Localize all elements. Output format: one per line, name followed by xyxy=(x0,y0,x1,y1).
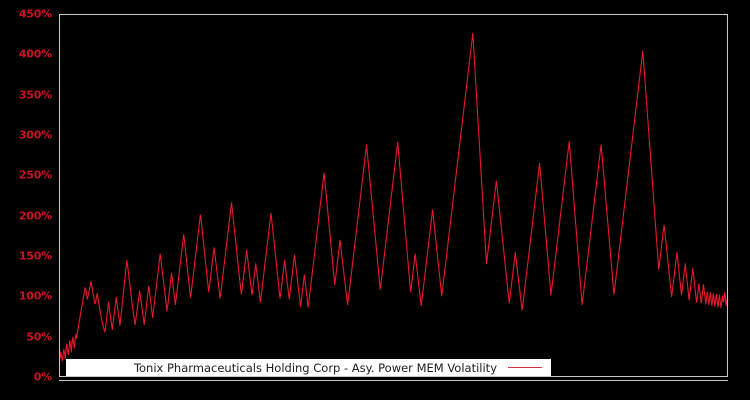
y-axis-tick-label: 0% xyxy=(33,370,52,384)
volatility-series-line xyxy=(60,32,727,362)
y-axis: 450% 400% 350% 300% 250% 200% 150% 100% 50% 0% xyxy=(0,0,59,400)
y-axis-tick-label: 450% xyxy=(18,7,52,21)
volatility-line-chart xyxy=(60,15,727,376)
y-axis-tick-label: 250% xyxy=(18,168,52,182)
y-axis-tick-label: 300% xyxy=(18,128,52,142)
chart-legend: Tonix Pharmaceuticals Holding Corp - Asy… xyxy=(66,359,551,376)
y-axis-tick-label: 200% xyxy=(18,209,52,223)
axis-bottom-line xyxy=(59,380,728,381)
y-axis-tick-label: 50% xyxy=(26,330,52,344)
plot-area xyxy=(59,14,728,377)
y-axis-tick-label: 350% xyxy=(18,88,52,102)
plot-background xyxy=(60,15,727,376)
y-axis-tick-label: 100% xyxy=(18,289,52,303)
y-axis-tick-label: 400% xyxy=(18,47,52,61)
legend-line-swatch xyxy=(508,367,542,368)
y-axis-tick-label: 150% xyxy=(18,249,52,263)
legend-label: Tonix Pharmaceuticals Holding Corp - Asy… xyxy=(133,360,497,375)
